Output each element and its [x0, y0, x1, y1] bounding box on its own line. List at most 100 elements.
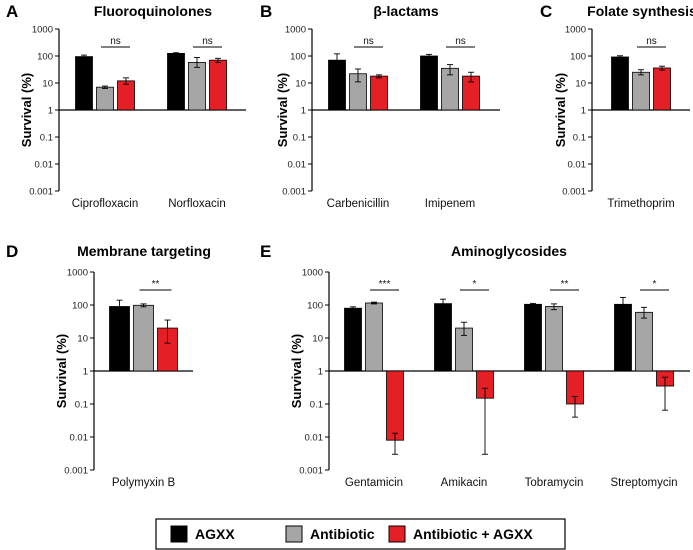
y-axis-label: Survival (%) [275, 73, 290, 147]
category-label: Polymyxin B [112, 477, 176, 489]
significance-label: *** [379, 279, 391, 290]
chart-title: β-lactams [373, 3, 439, 19]
bar [96, 86, 114, 111]
y-tick-label: 100 [570, 52, 586, 63]
bar [167, 52, 185, 111]
bar [614, 303, 632, 372]
chart-title: Fluoroquinolones [94, 3, 212, 19]
panel-label: A [6, 2, 18, 21]
panel-a: A Fluoroquinolones Survival (%) 1000 100 10 1 0… [6, 2, 246, 210]
y-tick-label: 100 [72, 301, 88, 312]
panel-e: E Aminoglycosides Survival (%) 1000 100 10 1 0.… [260, 242, 690, 489]
significance-label: ns [646, 36, 657, 47]
y-tick-label: 0.01 [288, 160, 307, 171]
y-tick-label: 10 [295, 79, 306, 90]
y-tick-label: 1 [301, 106, 306, 117]
significance-label: ns [455, 36, 466, 47]
y-tick-label: 100 [290, 52, 306, 63]
bar [632, 71, 650, 111]
category-label: Gentamicin [345, 477, 403, 489]
y-tick-label: 1000 [302, 268, 323, 279]
y-tick-label: 0.1 [573, 133, 586, 144]
y-tick-label: 0.001 [299, 466, 323, 477]
legend-swatch-combination [388, 525, 406, 543]
significance-label: ** [561, 279, 569, 290]
significance-label: ns [110, 36, 121, 47]
y-tick-label: 1000 [565, 25, 586, 36]
bar [109, 306, 130, 372]
significance-label: ns [202, 36, 213, 47]
legend-swatch-antibiotic [285, 525, 303, 543]
y-axis-label: Survival (%) [289, 334, 304, 408]
category-label: Amikacin [441, 477, 488, 489]
y-tick-label: 0.001 [282, 187, 306, 198]
chart-title: Membrane targeting [77, 243, 211, 259]
panel-label: D [6, 242, 18, 261]
y-tick-label: 10 [575, 79, 586, 90]
panel-label: B [260, 2, 272, 21]
bar [611, 56, 629, 111]
y-tick-label: 0.01 [70, 433, 89, 444]
y-tick-label: 0.01 [568, 160, 587, 171]
bar [524, 303, 542, 372]
y-tick-label: 0.01 [35, 160, 54, 171]
bar [545, 306, 563, 372]
significance-label: ** [152, 279, 160, 290]
y-tick-label: 100 [37, 52, 53, 63]
y-axis-label: Survival (%) [19, 73, 34, 147]
y-tick-label: 0.1 [40, 133, 53, 144]
bar [75, 56, 93, 111]
bar [653, 67, 671, 111]
significance-label: * [653, 279, 657, 290]
bar [386, 370, 404, 441]
bar [365, 302, 383, 372]
bar [117, 80, 135, 111]
y-tick-label: 1000 [285, 25, 306, 36]
y-tick-label: 10 [312, 334, 323, 345]
y-tick-label: 0.01 [305, 433, 324, 444]
legend-label-antibiotic: Antibiotic [310, 526, 375, 542]
legend: AGXX Antibiotic Antibiotic + AGXX [155, 518, 566, 550]
legend-label-agxx: AGXX [195, 526, 235, 542]
y-tick-label: 0.1 [75, 400, 88, 411]
y-tick-label: 1 [83, 367, 88, 378]
significance-label: ns [363, 36, 374, 47]
bar [133, 304, 154, 372]
y-tick-label: 1000 [32, 25, 53, 36]
y-tick-label: 0.001 [64, 466, 88, 477]
legend-label-combination: Antibiotic + AGXX [413, 526, 533, 542]
y-tick-label: 0.001 [29, 187, 53, 198]
bar [188, 61, 206, 111]
bar [344, 307, 362, 372]
bar [328, 59, 346, 111]
y-tick-label: 0.1 [293, 133, 306, 144]
y-tick-label: 0.1 [310, 400, 323, 411]
y-tick-label: 10 [42, 79, 53, 90]
category-label: Imipenem [425, 198, 476, 210]
legend-swatch-agxx [170, 525, 188, 543]
panel-label: E [260, 242, 271, 261]
y-tick-label: 100 [307, 301, 323, 312]
chart-title: Aminoglycosides [451, 243, 567, 259]
y-tick-label: 0.001 [562, 187, 586, 198]
category-label: Norfloxacin [168, 198, 226, 210]
y-tick-label: 1 [48, 106, 53, 117]
bar [370, 75, 388, 111]
category-label: Tobramycin [525, 477, 584, 489]
chart-title: Folate synthesis [587, 3, 693, 19]
y-tick-label: 1000 [67, 268, 88, 279]
panel-label: C [540, 2, 552, 21]
panel-c: C Folate synthesis Survival (%) 1000 100 10 1 0… [540, 2, 693, 210]
bar [434, 303, 452, 372]
bar [420, 55, 438, 111]
bar [635, 311, 653, 372]
category-label: Streptomycin [610, 477, 677, 489]
y-axis-label: Survival (%) [54, 334, 69, 408]
category-label: Carbenicillin [327, 198, 390, 210]
y-tick-label: 1 [318, 367, 323, 378]
category-label: Ciprofloxacin [72, 198, 138, 210]
bar [209, 59, 227, 111]
legend-box [155, 518, 566, 550]
